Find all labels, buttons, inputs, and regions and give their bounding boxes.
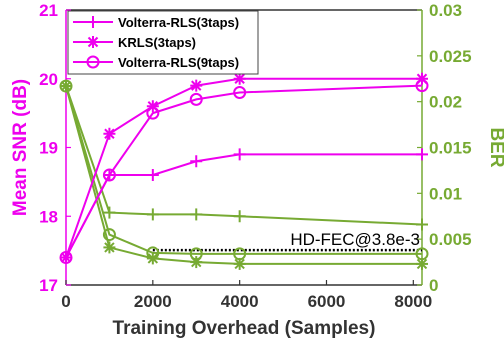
y-right-tick-label: 0.025: [429, 47, 472, 66]
snr-series-1: [60, 72, 428, 264]
ber-series-2: [59, 79, 429, 261]
snr-point: [190, 79, 203, 92]
ber-point: [416, 218, 428, 231]
y-right-axis-label: BER: [486, 127, 504, 167]
y-left-tick-label: 17: [39, 276, 58, 295]
series-layer: HD-FEC@3.8e-3: [59, 72, 429, 270]
legend-marker: [87, 16, 99, 28]
snr-point: [416, 148, 428, 161]
snr-point: [103, 127, 116, 140]
x-tick-label: 8000: [394, 292, 432, 311]
ber-point: [59, 79, 73, 93]
y-left-axis-label: Mean SNR (dB): [10, 79, 31, 216]
snr-point: [146, 169, 159, 181]
legend-marker: [86, 55, 100, 69]
ber-series-0: [60, 80, 428, 231]
x-axis-label: Training Overhead (Samples): [113, 318, 376, 339]
y-right-tick-label: 0.01: [429, 184, 462, 203]
y-right-tick-label: 0.02: [429, 93, 462, 112]
legend-label: Volterra-RLS(3taps): [118, 15, 239, 30]
ber-line: [65, 85, 422, 255]
legend: Volterra-RLS(3taps) KRLS(3taps) Volterra-R…: [67, 10, 259, 75]
snr-point: [146, 106, 160, 120]
y-left-tick-label: 21: [39, 1, 58, 20]
ber-point: [415, 247, 429, 261]
snr-point: [415, 79, 429, 93]
ber-line: [65, 85, 423, 226]
ber-point: [190, 208, 203, 221]
x-tick-label: 2000: [134, 292, 172, 311]
axes: 0 2000 4000 6000 8000 17 18 19 20 21 0 0.005 0.01 0.0…: [10, 1, 504, 339]
ber-line: [65, 85, 422, 265]
legend-label: Volterra-RLS(9taps): [118, 55, 239, 70]
snr-series-2: [59, 79, 429, 264]
x-tick-label: 6000: [308, 292, 346, 311]
snr-point: [189, 92, 203, 106]
snr-point: [190, 155, 203, 168]
snr-point: [102, 168, 116, 182]
snr-point: [233, 86, 247, 99]
ber-point: [102, 228, 116, 242]
ber-point: [233, 210, 246, 223]
snr-line: [65, 77, 422, 258]
ber-point: [146, 208, 159, 221]
legend-label: KRLS(3taps): [118, 35, 196, 50]
x-tick-label: 4000: [221, 292, 259, 311]
y-right-tick-label: 0.03: [429, 1, 462, 20]
y-left-tick-label: 19: [39, 139, 58, 158]
snr-point: [233, 72, 246, 85]
ber-point: [146, 246, 160, 260]
y-left-tick-label: 18: [39, 207, 58, 226]
legend-item: KRLS(3taps): [73, 35, 196, 50]
ber-point: [233, 247, 247, 261]
ber-point: [103, 241, 116, 254]
ber-point: [189, 247, 203, 261]
y-right-tick-label: 0.005: [429, 230, 472, 249]
snr-point: [233, 148, 246, 161]
y-left-tick-label: 20: [39, 70, 58, 89]
snr-line: [65, 84, 423, 258]
legend-marker: [87, 36, 99, 48]
snr-point: [59, 251, 73, 264]
x-tick-label: 0: [61, 292, 70, 311]
threshold-label: HD-FEC@3.8e-3: [290, 230, 420, 249]
y-right-tick-label: 0: [429, 276, 438, 295]
y-right-tick-label: 0.015: [429, 139, 472, 158]
ber-point: [103, 206, 116, 219]
legend-item: Volterra-RLS(3taps): [73, 15, 239, 30]
legend-item: Volterra-RLS(9taps): [73, 55, 239, 70]
